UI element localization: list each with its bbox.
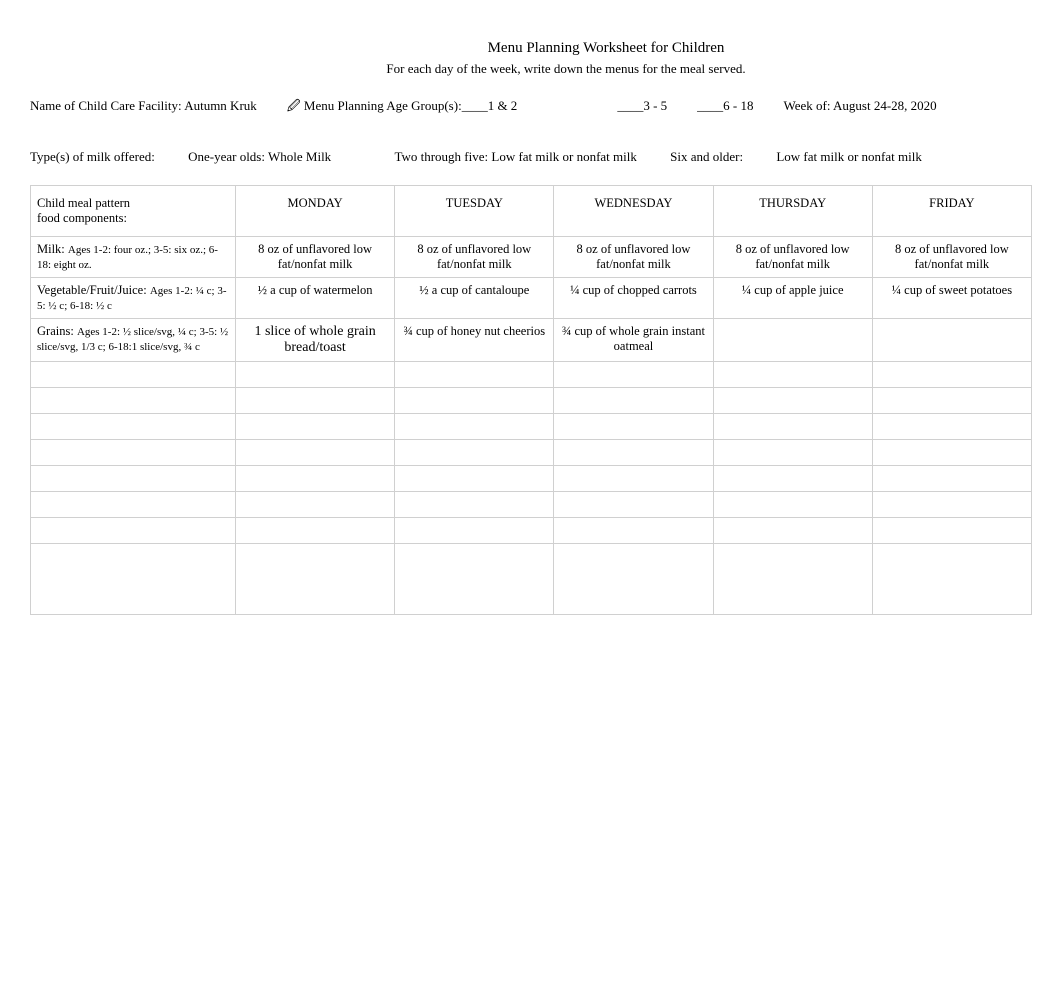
grains-mon: 1 slice of whole grain bread/toast <box>236 319 395 362</box>
day-thursday: THURSDAY <box>713 186 872 237</box>
row-spacer-2 <box>31 388 1032 414</box>
milk-types-line: Type(s) of milk offered: One-year olds: … <box>30 149 1032 165</box>
milk-fri: 8 oz of unflavored low fat/nonfat milk <box>872 237 1031 278</box>
week-value: August 24-28, 2020 <box>833 98 937 113</box>
milk-two-five: Two through five: Low fat milk or nonfat… <box>394 149 636 164</box>
grains-wed: ¾ cup of whole grain instant oatmeal <box>554 319 713 362</box>
row-spacer-5 <box>31 466 1032 492</box>
header-line-1: Name of Child Care Facility: Autumn Kruk… <box>30 97 1032 119</box>
menu-table: Child meal pattern food components: MOND… <box>30 185 1032 615</box>
table-header-row: Child meal pattern food components: MOND… <box>31 186 1032 237</box>
day-monday: MONDAY <box>236 186 395 237</box>
row-milk: Milk: Ages 1-2: four oz.; 3-5: six oz.; … <box>31 237 1032 278</box>
row-grains: Grains: Ages 1-2: ½ slice/svg, ¼ c; 3-5:… <box>31 319 1032 362</box>
age-opt-3-5: ____3 - 5 <box>617 98 667 114</box>
rowhead-veg: Vegetable/Fruit/Juice: Ages 1-2: ¼ c; 3-… <box>31 278 236 319</box>
row-spacer-4 <box>31 440 1032 466</box>
grains-thu <box>713 319 872 362</box>
veg-tue: ½ a cup of cantaloupe <box>395 278 554 319</box>
facility-label: Name of Child Care Facility: <box>30 98 182 113</box>
day-tuesday: TUESDAY <box>395 186 554 237</box>
age-opt-6-18: ____6 - 18 <box>697 98 753 114</box>
milk-six-plus-value: Low fat milk or nonfat milk <box>776 149 922 164</box>
row-spacer-7 <box>31 518 1032 544</box>
page-title: Menu Planning Worksheet for Children <box>180 40 1032 57</box>
day-wednesday: WEDNESDAY <box>554 186 713 237</box>
grains-tue: ¾ cup of honey nut cheerios <box>395 319 554 362</box>
row-spacer-6 <box>31 492 1032 518</box>
facility-name: Autumn Kruk <box>184 98 257 113</box>
milk-mon: 8 oz of unflavored low fat/nonfat milk <box>236 237 395 278</box>
milk-thu: 8 oz of unflavored low fat/nonfat milk <box>713 237 872 278</box>
row-spacer-3 <box>31 414 1032 440</box>
age-opt-1-2: ____1 & 2 <box>462 98 518 113</box>
page-subtitle: For each day of the week, write down the… <box>100 61 1032 77</box>
row-spacer-1 <box>31 362 1032 388</box>
veg-mon: ½ a cup of watermelon <box>236 278 395 319</box>
grains-fri <box>872 319 1031 362</box>
veg-thu: ¼ cup of apple juice <box>713 278 872 319</box>
col0-header: Child meal pattern food components: <box>31 186 236 237</box>
age-group-label: Menu Planning Age Group(s): <box>304 98 462 113</box>
week-label: Week of: <box>784 98 831 113</box>
day-friday: FRIDAY <box>872 186 1031 237</box>
veg-wed: ¼ cup of chopped carrots <box>554 278 713 319</box>
rowhead-milk: Milk: Ages 1-2: four oz.; 3-5: six oz.; … <box>31 237 236 278</box>
milk-wed: 8 oz of unflavored low fat/nonfat milk <box>554 237 713 278</box>
row-veg: Vegetable/Fruit/Juice: Ages 1-2: ¼ c; 3-… <box>31 278 1032 319</box>
milk-label: Type(s) of milk offered: <box>30 149 155 164</box>
milk-tue: 8 oz of unflavored low fat/nonfat milk <box>395 237 554 278</box>
veg-fri: ¼ cup of sweet potatoes <box>872 278 1031 319</box>
row-spacer-8 <box>31 544 1032 615</box>
milk-one-year: One-year olds: Whole Milk <box>188 149 331 164</box>
rowhead-grains: Grains: Ages 1-2: ½ slice/svg, ¼ c; 3-5:… <box>31 319 236 362</box>
milk-six-plus-label: Six and older: <box>670 149 743 164</box>
